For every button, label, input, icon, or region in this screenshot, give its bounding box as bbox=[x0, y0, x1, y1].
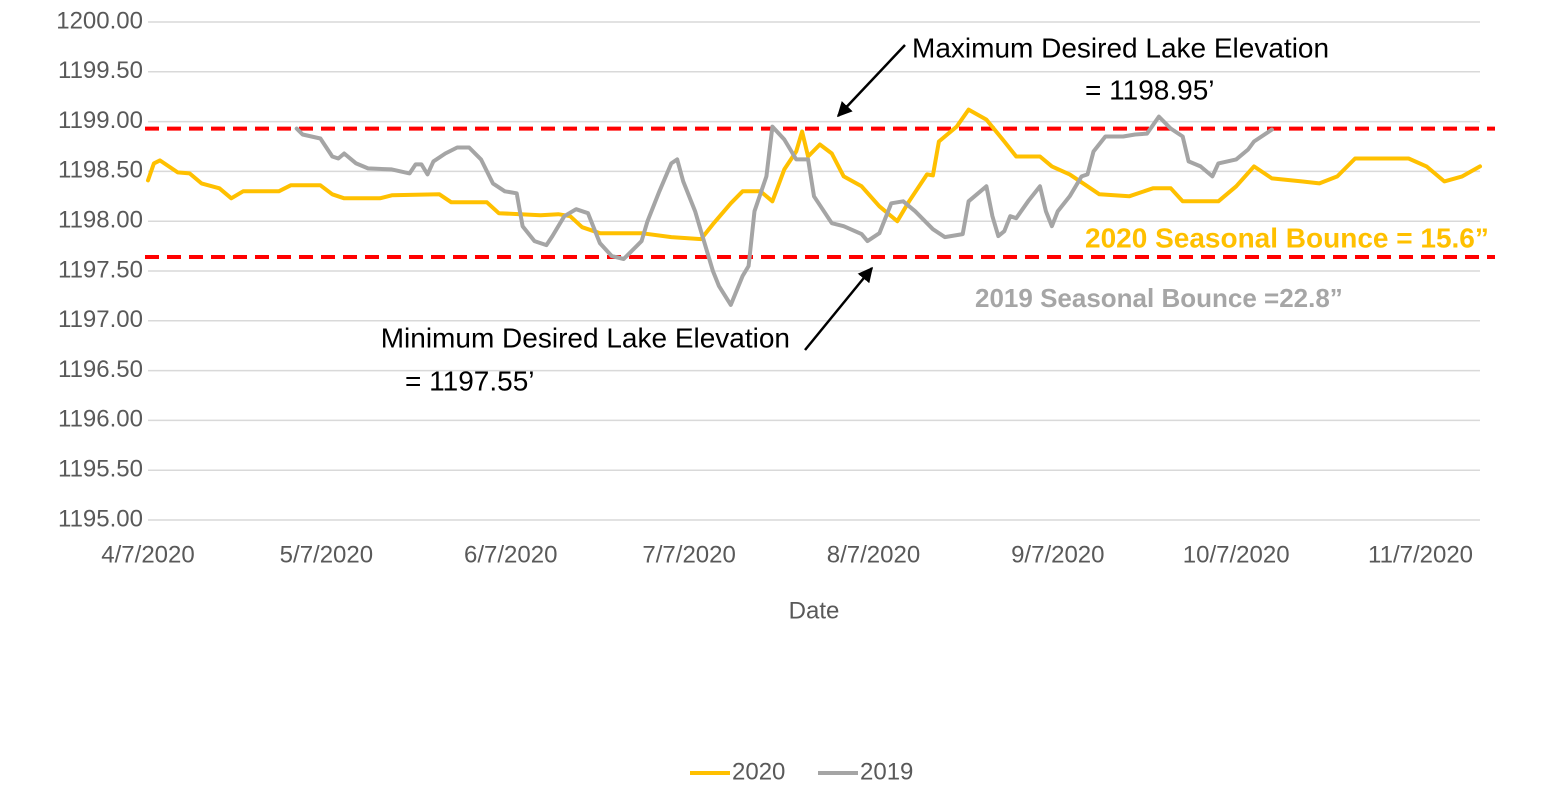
y-tick-label: 1200.00 bbox=[56, 7, 143, 34]
x-tick-label: 5/7/2020 bbox=[280, 541, 373, 568]
annotation: 2019 Seasonal Bounce =22.8” bbox=[975, 283, 1343, 313]
x-axis-label: Date bbox=[789, 597, 840, 624]
y-tick-label: 1198.00 bbox=[58, 207, 143, 234]
series-line bbox=[146, 107, 1482, 242]
annotation: 2020 Seasonal Bounce = 15.6” bbox=[1085, 222, 1489, 253]
y-tick-label: 1195.50 bbox=[58, 456, 143, 483]
legend: 2020 2019 bbox=[690, 758, 913, 785]
arrow bbox=[804, 266, 873, 351]
x-tick-label: 9/7/2020 bbox=[1011, 541, 1104, 568]
y-tick-label: 1197.00 bbox=[58, 306, 143, 333]
y-tick-label: 1195.00 bbox=[58, 505, 143, 532]
x-tick-label: 11/7/2020 bbox=[1368, 541, 1473, 568]
annotation: = 1197.55’ bbox=[405, 365, 535, 396]
annotation: = 1198.95’ bbox=[1085, 74, 1215, 105]
x-tick-label: 10/7/2020 bbox=[1183, 541, 1290, 568]
y-tick-label: 1196.00 bbox=[58, 406, 143, 433]
x-tick-label: 6/7/2020 bbox=[464, 541, 557, 568]
y-tick-label: 1196.50 bbox=[58, 356, 143, 383]
annotation: Minimum Desired Lake Elevation bbox=[381, 322, 790, 353]
series-line bbox=[294, 114, 1274, 307]
plot-area bbox=[146, 107, 1482, 307]
grid bbox=[148, 21, 1480, 521]
y-tick-label: 1198.50 bbox=[58, 157, 143, 184]
x-tick-label: 8/7/2020 bbox=[827, 541, 920, 568]
legend-label: 2019 bbox=[860, 758, 913, 785]
arrow bbox=[836, 44, 906, 118]
y-tick-label: 1197.50 bbox=[58, 256, 143, 283]
legend-label: 2020 bbox=[732, 758, 785, 785]
x-tick-label: 7/7/2020 bbox=[642, 541, 735, 568]
x-tick-label: 4/7/2020 bbox=[101, 541, 194, 568]
y-tick-label: 1199.00 bbox=[58, 107, 143, 134]
y-tick-label: 1199.50 bbox=[58, 57, 143, 84]
annotation: Maximum Desired Lake Elevation bbox=[912, 32, 1329, 63]
